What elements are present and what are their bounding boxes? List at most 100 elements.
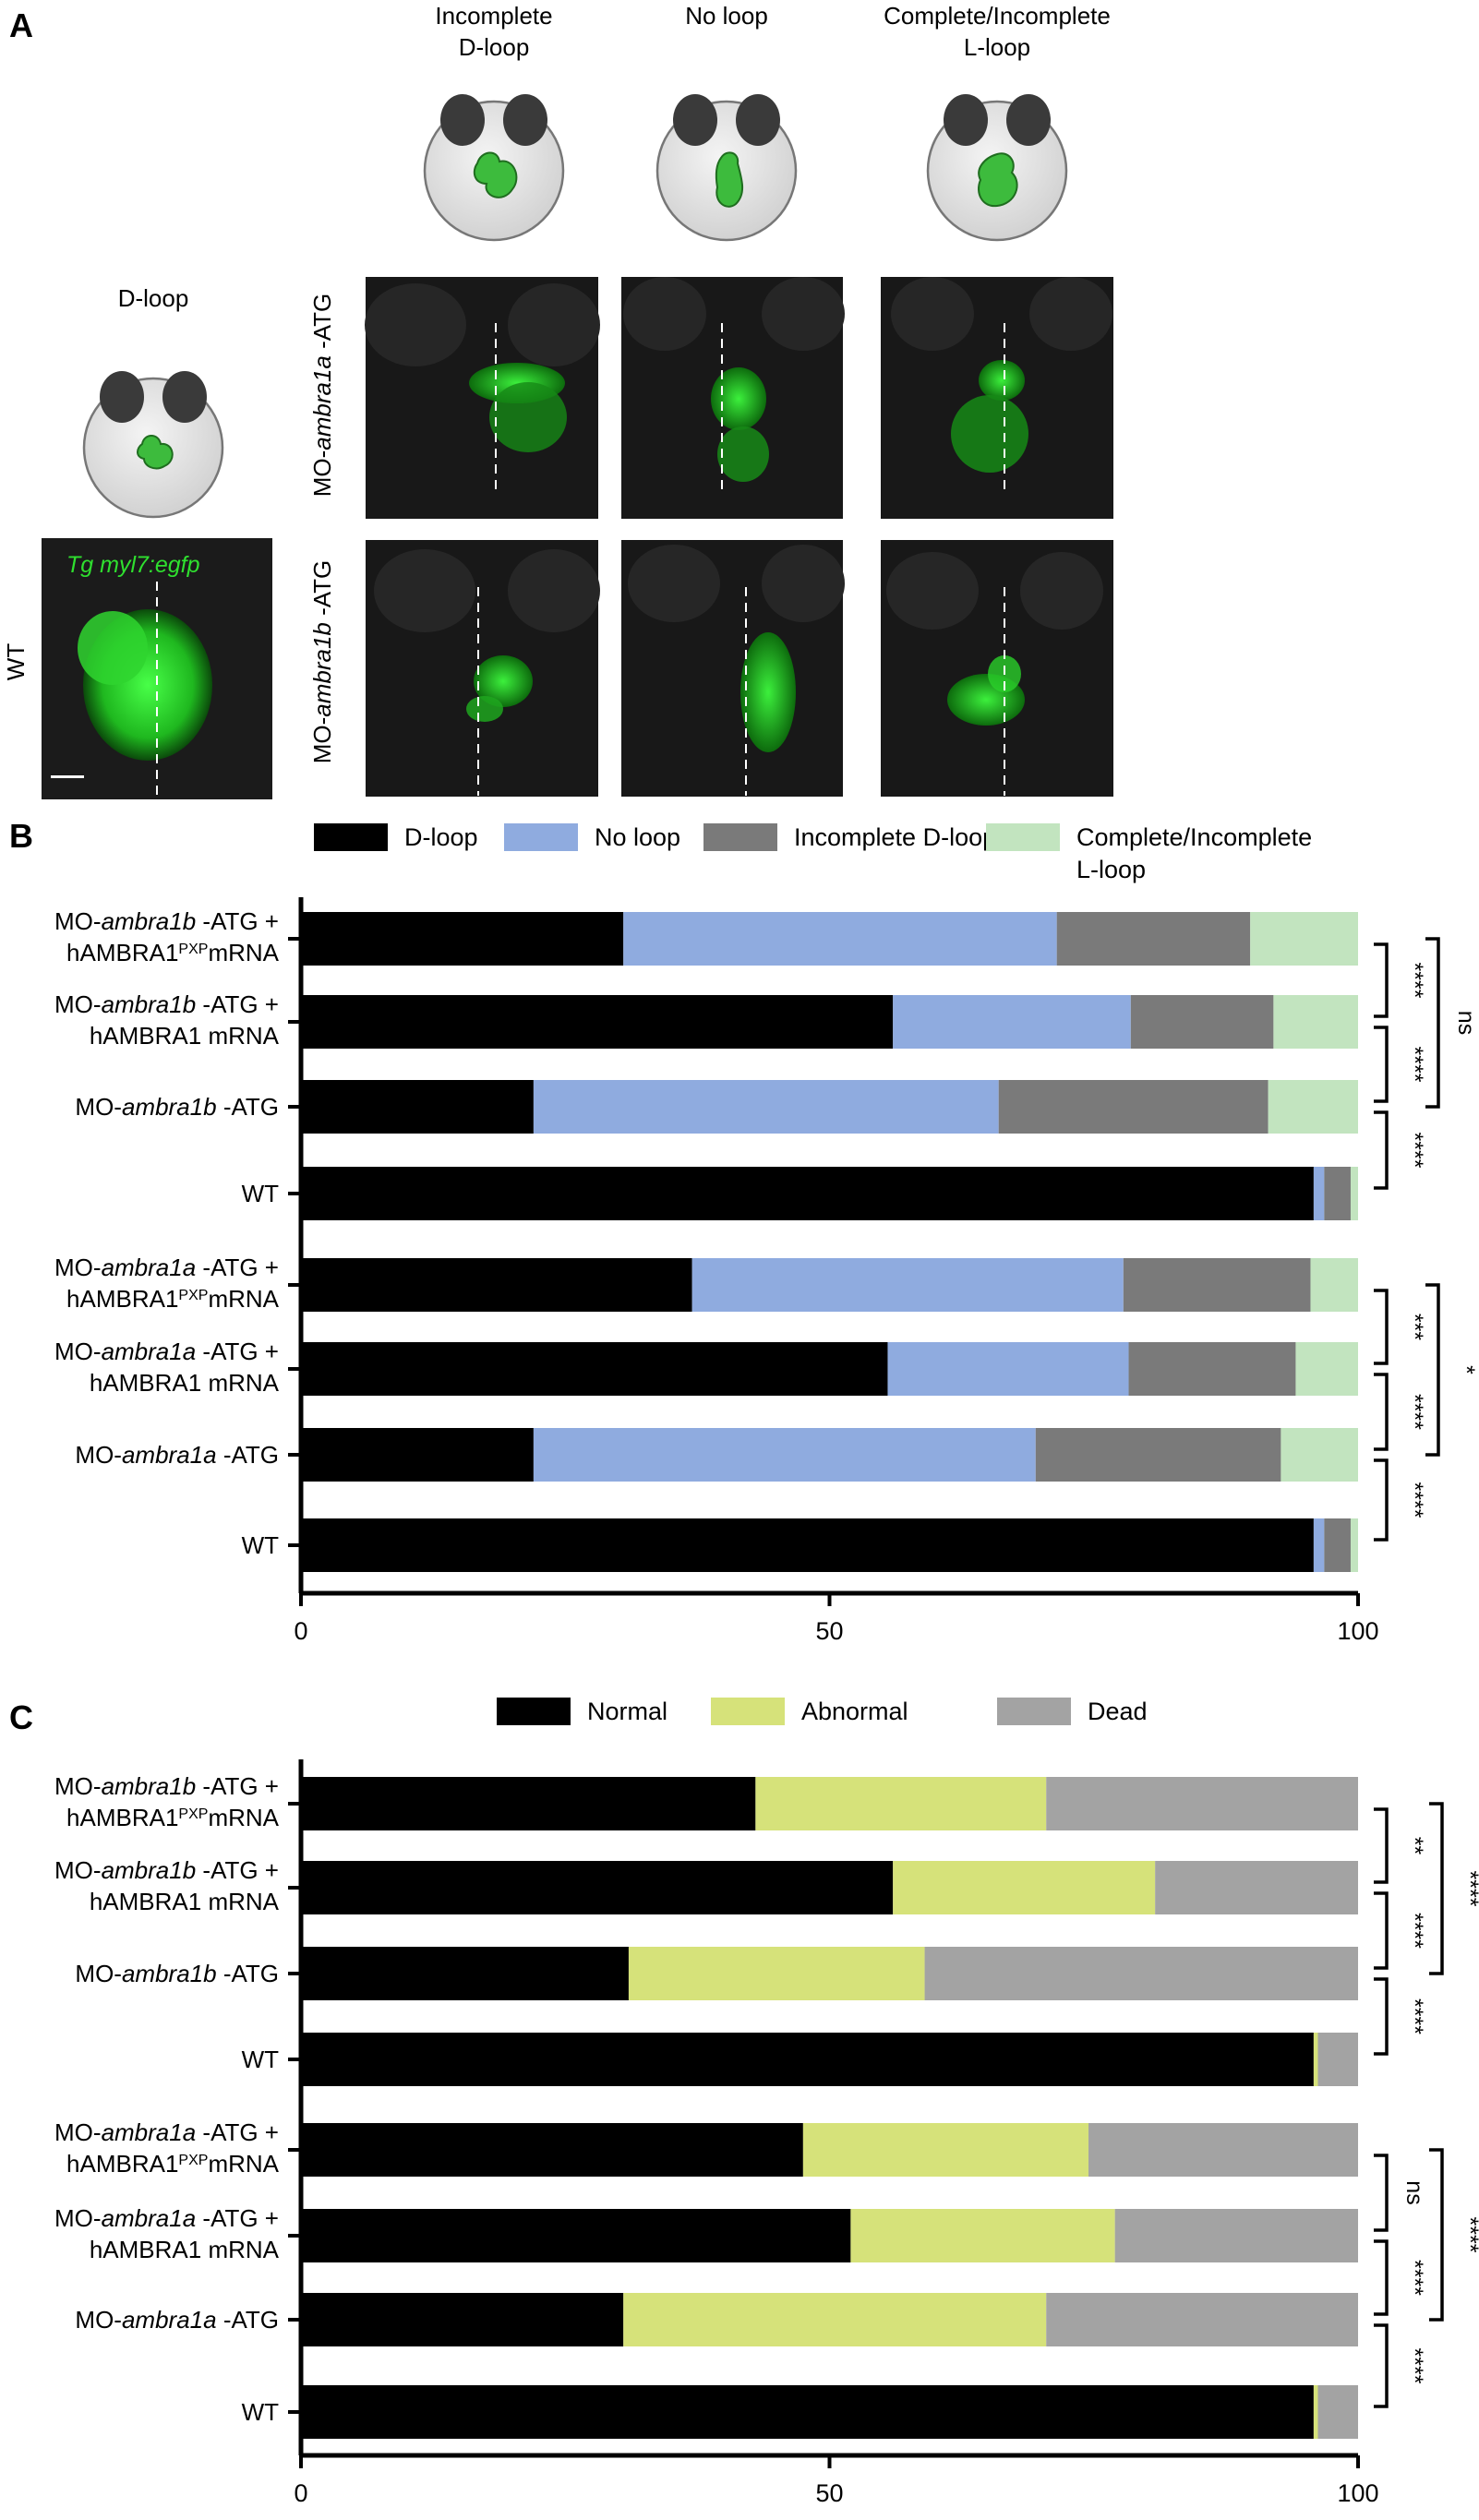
bar-0-3 (1250, 912, 1358, 966)
category-label-3: WT (242, 1180, 280, 1207)
bar-0-0 (301, 912, 624, 966)
col-header-lloop-line1: Complete/Incomplete (884, 2, 1111, 30)
significance-bracket-1 (1374, 1891, 1389, 1970)
significance-label-2: **** (1401, 1133, 1427, 1169)
bar-2-2 (998, 1080, 1269, 1134)
legend-swatch-0 (314, 823, 388, 851)
significance-bracket-7 (1429, 2148, 1444, 2322)
bar-2-1 (533, 1080, 999, 1134)
bar-5-1 (887, 1342, 1129, 1396)
significance-bracket-6 (1374, 2323, 1389, 2408)
significance-label-7: * (1453, 1365, 1479, 1374)
bar-6-2 (1035, 1428, 1281, 1482)
bar-4-1 (691, 1258, 1124, 1312)
bar-7-2 (1324, 1518, 1351, 1572)
legend-swatch-2 (703, 823, 777, 851)
category-label-2: MO-ambra1b -ATG (75, 1960, 279, 1987)
category-label-6: MO-ambra1a -ATG (75, 1441, 279, 1469)
significance-bracket-0 (1374, 942, 1389, 1018)
bar-5-0 (301, 2209, 851, 2262)
category-label-0: MO-ambra1b -ATG + (54, 1772, 279, 1800)
bar-7-1 (1313, 2385, 1318, 2439)
bar-3-2 (1317, 2033, 1358, 2086)
significance-label-4: *** (1401, 1314, 1427, 1340)
bar-4-0 (301, 1258, 692, 1312)
significance-bracket-3 (1429, 1802, 1444, 1975)
bar-2-3 (1268, 1080, 1358, 1134)
category-label-1: hAMBRA1 mRNA (90, 1888, 280, 1915)
bar-1-0 (301, 1861, 894, 1914)
significance-bracket-6 (1374, 1458, 1389, 1542)
bar-5-2 (1128, 1342, 1296, 1396)
x-tick-label-0: 0 (294, 2479, 307, 2507)
significance-label-1: **** (1401, 1913, 1427, 1949)
bar-2-0 (301, 1080, 534, 1134)
category-label-3: WT (242, 2046, 280, 2073)
legend-label-3: Complete/Incomplete (1076, 823, 1312, 851)
significance-bracket-4 (1374, 2154, 1389, 2232)
significance-bracket-2 (1374, 1977, 1389, 2056)
bar-3-1 (1313, 1167, 1325, 1220)
bar-7-0 (301, 2385, 1314, 2439)
category-label-5: MO-ambra1a -ATG + (54, 1338, 279, 1365)
embryo-schematic-incomplete-dloop (423, 94, 565, 242)
row-label-ambra1a: MO-ambra1a -ATG (308, 294, 336, 498)
bar-6-3 (1281, 1428, 1358, 1482)
category-label-0: MO-ambra1b -ATG + (54, 907, 279, 935)
bar-4-3 (1310, 1258, 1358, 1312)
legend-label-2: Dead (1088, 1698, 1148, 1725)
category-label-5: hAMBRA1 mRNA (90, 1369, 280, 1397)
category-label-1: hAMBRA1 mRNA (90, 1022, 280, 1050)
significance-bracket-3 (1425, 937, 1440, 1109)
category-label-0: hAMBRA1PXPmRNA (66, 939, 280, 966)
wt-image-label: Tg myl7:egfp (66, 552, 200, 578)
bar-7-0 (301, 1518, 1314, 1572)
significance-label-3: ns (1453, 1011, 1479, 1035)
legend-label-1: No loop (595, 823, 680, 851)
category-label-7: WT (242, 1531, 280, 1559)
bar-7-1 (1313, 1518, 1325, 1572)
significance-label-2: **** (1401, 1998, 1427, 2034)
bar-6-0 (301, 2293, 624, 2346)
significance-label-7: **** (1457, 2217, 1479, 2253)
bar-4-1 (802, 2123, 1089, 2177)
micrograph-wt: Tg myl7:egfp (42, 538, 272, 799)
bar-0-2 (1046, 1777, 1358, 1830)
micrograph-ambra1b-no-loop (621, 540, 845, 797)
significance-bracket-7 (1425, 1283, 1440, 1457)
row-label-wt: WT (2, 643, 30, 681)
chart-b-heart-looping: D-loop No loop Incomplete D-loop Complete/I… (54, 823, 1479, 1645)
bar-3-3 (1350, 1167, 1358, 1220)
bar-0-1 (755, 1777, 1047, 1830)
x-tick-label-2: 100 (1337, 2479, 1378, 2507)
bar-6-1 (623, 2293, 1047, 2346)
bar-6-1 (533, 1428, 1036, 1482)
micrograph-ambra1a-incomplete-dloop (365, 277, 600, 519)
panel-a-letter: A (9, 6, 33, 44)
micrograph-ambra1a-l-loop (881, 277, 1113, 519)
legend-swatch-1 (711, 1698, 785, 1725)
micrograph-ambra1b-incomplete-dloop (366, 540, 600, 797)
embryo-schematic-no-loop (655, 94, 798, 242)
bar-1-2 (1155, 1861, 1358, 1914)
significance-bracket-1 (1374, 1026, 1389, 1103)
bar-3-0 (301, 1167, 1314, 1220)
legend-label-0: Normal (587, 1698, 667, 1725)
legend-swatch-0 (497, 1698, 571, 1725)
bar-2-1 (628, 1947, 925, 2000)
significance-label-5: **** (1401, 1394, 1427, 1430)
bar-0-0 (301, 1777, 756, 1830)
significance-label-4: ns (1401, 2180, 1427, 2204)
embryo-schematic-dloop (82, 371, 224, 519)
category-label-6: MO-ambra1a -ATG (75, 2306, 279, 2334)
legend-label-3: L-loop (1076, 856, 1146, 883)
legend-swatch-2 (997, 1698, 1071, 1725)
bar-4-0 (301, 2123, 803, 2177)
category-label-1: MO-ambra1b -ATG + (54, 1856, 279, 1884)
bar-3-2 (1324, 1167, 1351, 1220)
dloop-schematic-label: D-loop (118, 284, 189, 312)
category-label-5: MO-ambra1a -ATG + (54, 2204, 279, 2232)
significance-bracket-5 (1374, 1373, 1389, 1451)
legend-swatch-3 (986, 823, 1060, 851)
